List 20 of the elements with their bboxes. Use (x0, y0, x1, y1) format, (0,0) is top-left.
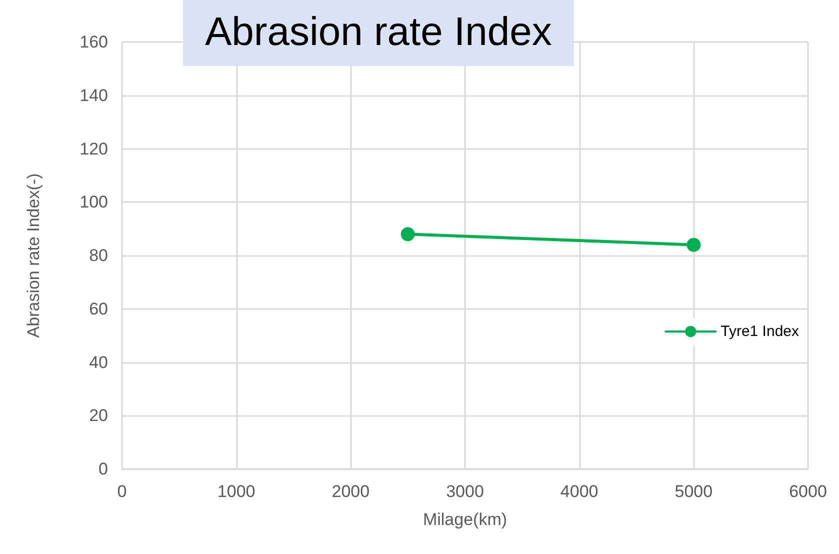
y-tick-label: 120 (80, 139, 108, 158)
y-tick-label: 0 (98, 460, 108, 478)
x-tick-label: 1000 (217, 482, 256, 501)
y-axis-title: Abrasion rate Index(-) (24, 173, 43, 338)
y-tick-label: 100 (80, 192, 108, 212)
x-tick-label: 2000 (332, 482, 370, 501)
x-tick-label: 5000 (674, 482, 713, 501)
x-tick-label: 3000 (446, 482, 484, 501)
x-axis-title: Milage(km) (422, 510, 508, 529)
x-tick-label: 0 (117, 482, 127, 501)
x-tick-label: 6000 (789, 482, 827, 501)
y-tick-label: 20 (89, 406, 108, 426)
x-tick-label: 4000 (560, 482, 598, 501)
y-tick-label: 160 (80, 32, 108, 52)
y-tick-label: 140 (80, 86, 108, 105)
y-tick-label: 80 (89, 246, 108, 265)
legend-label: Tyre1 Index (720, 323, 800, 340)
y-tick-label: 60 (89, 299, 108, 318)
y-tick-label: 40 (89, 352, 108, 372)
chart-title: Abrasion rate Index (205, 10, 552, 54)
